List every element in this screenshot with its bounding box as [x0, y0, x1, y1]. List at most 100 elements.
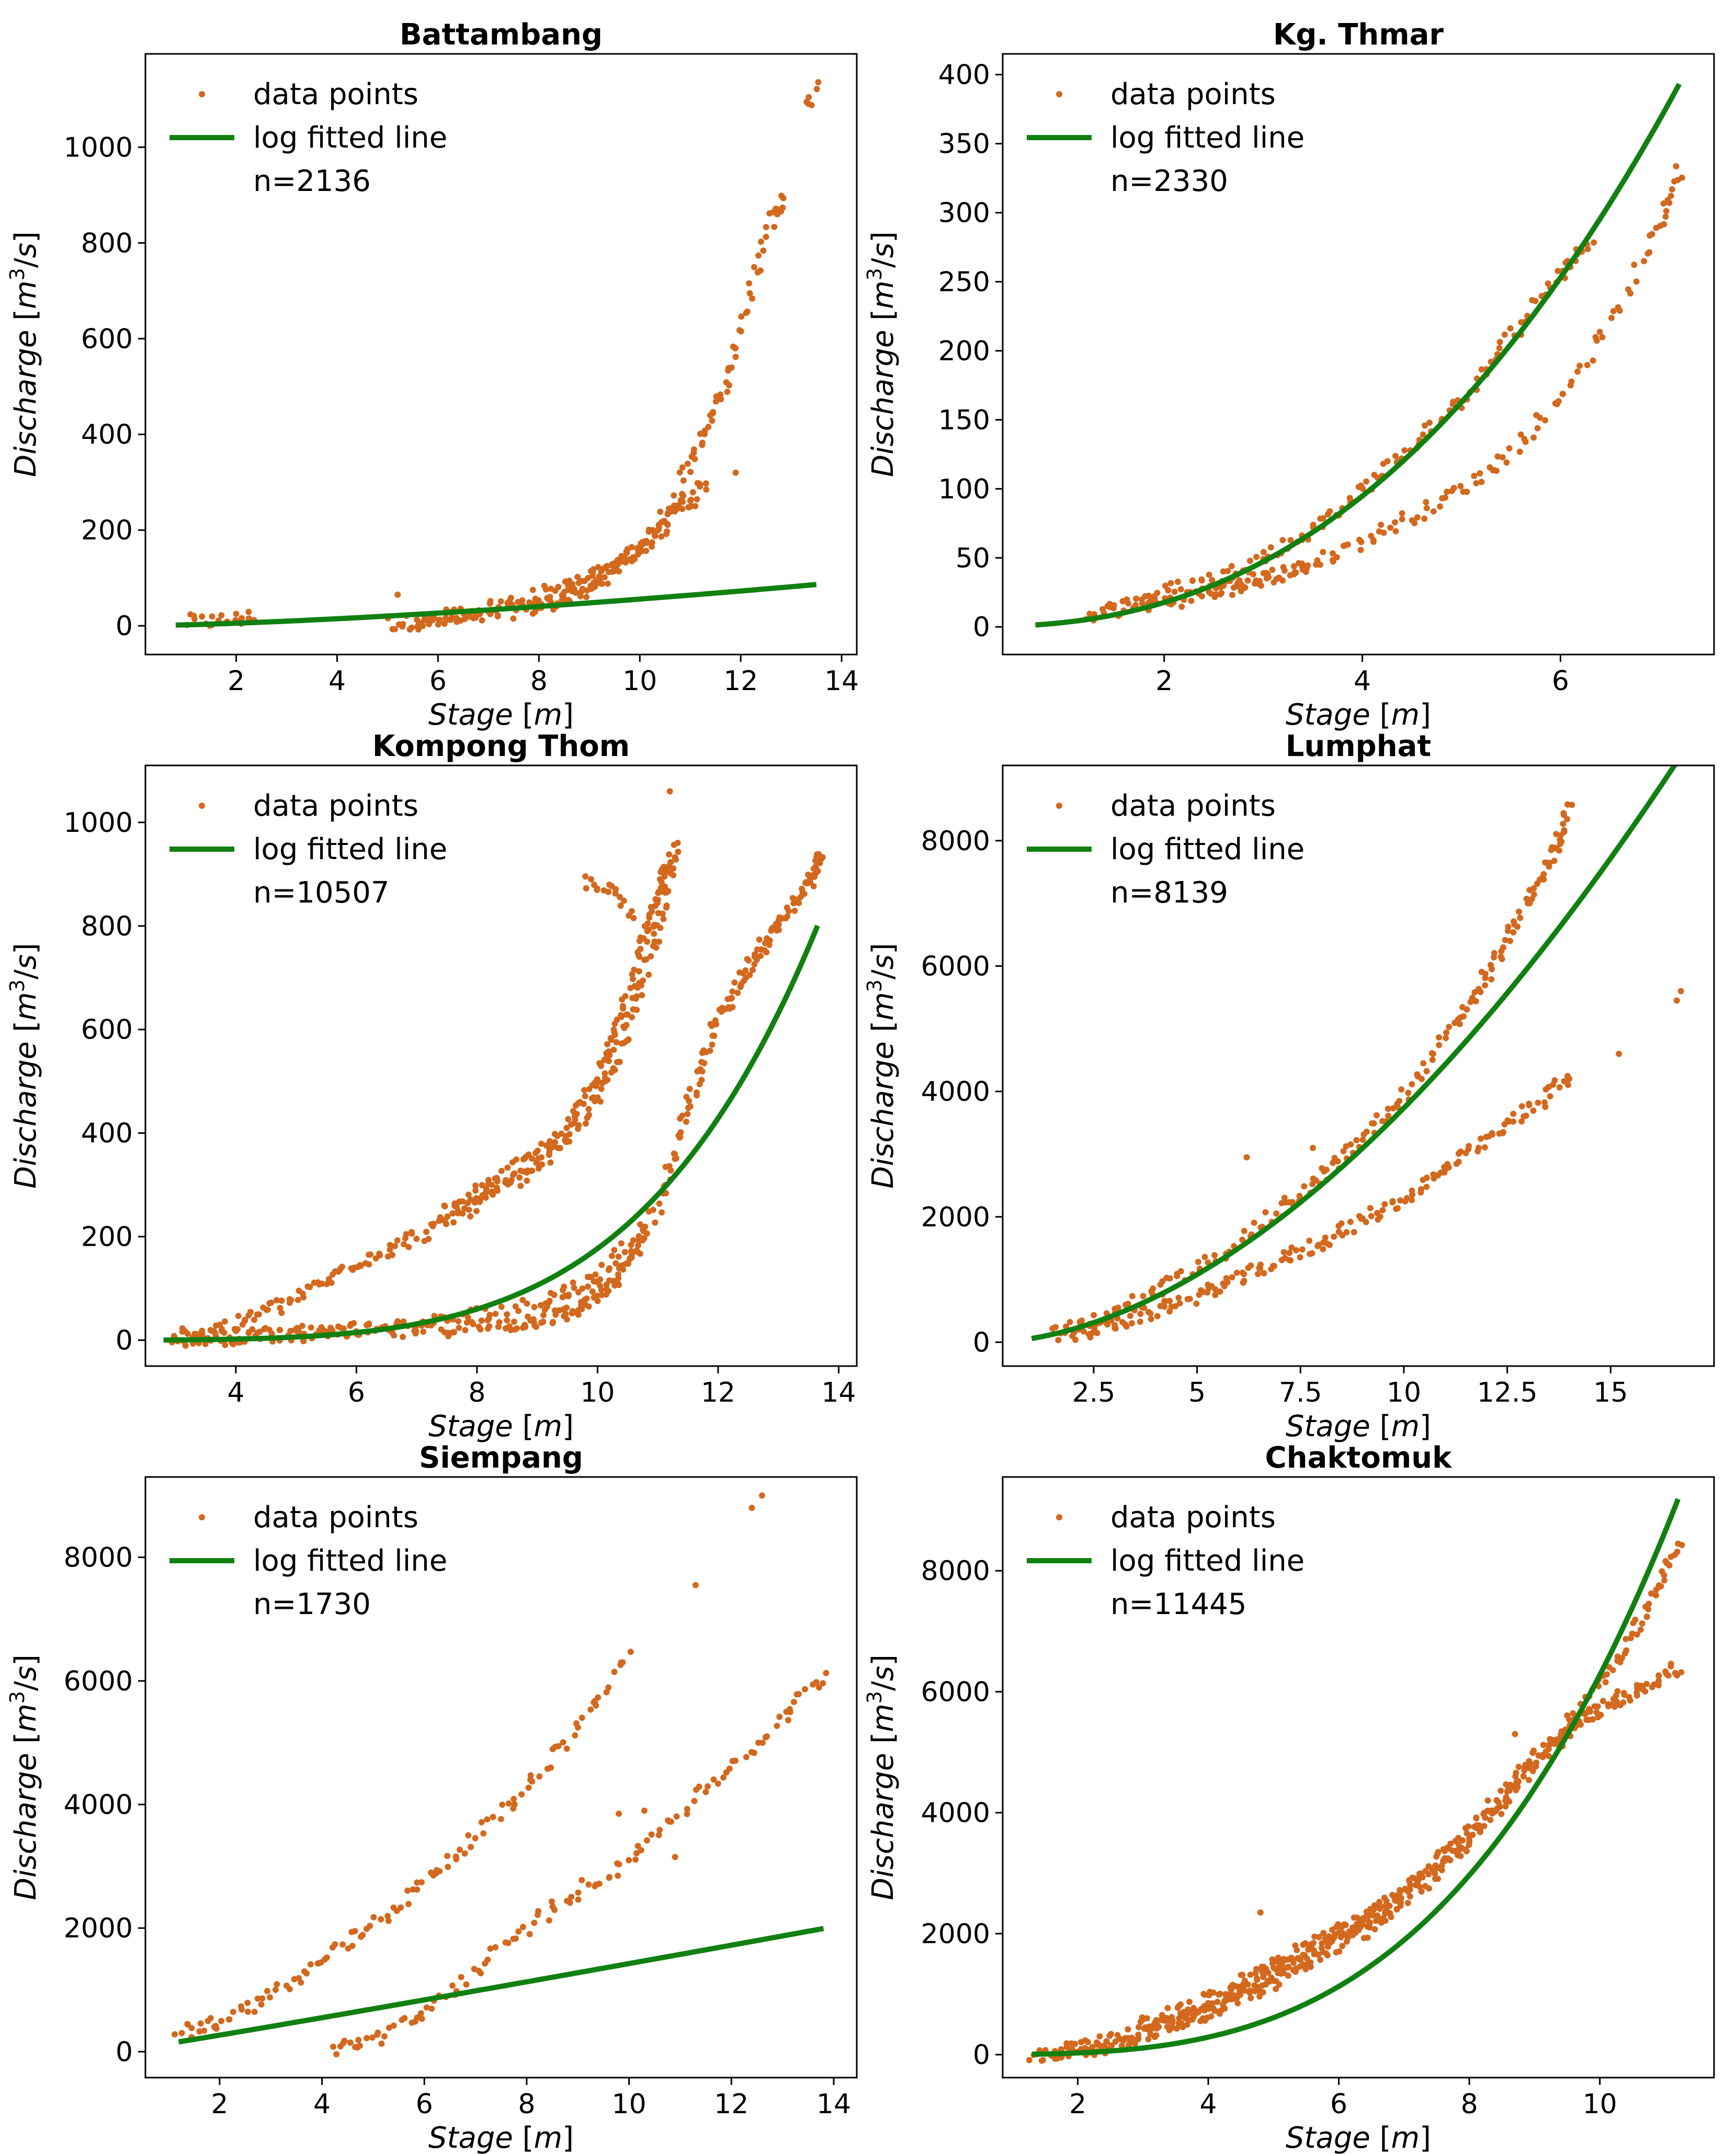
data-point: [1345, 1934, 1352, 1941]
data-point: [1672, 1670, 1678, 1676]
data-point: [1129, 1320, 1136, 1327]
y-tick-label: 150: [938, 404, 990, 436]
data-point: [563, 1304, 570, 1311]
data-point: [1273, 1986, 1279, 1992]
data-point: [1457, 1846, 1463, 1853]
data-point: [1536, 1752, 1542, 1759]
data-point: [672, 854, 678, 861]
x-axis-label-close: ]: [562, 2121, 574, 2154]
data-point: [1359, 1136, 1366, 1143]
plot-frame: [1002, 764, 1715, 1367]
data-point: [574, 1724, 581, 1731]
data-point: [699, 439, 706, 446]
data-point: [1303, 565, 1310, 572]
log-fitted-line: [1031, 765, 1678, 1341]
data-point: [751, 264, 757, 270]
data-point: [672, 1854, 678, 1860]
data-point: [423, 2004, 430, 2011]
data-point: [298, 1979, 304, 1986]
y-tick-label: 1000: [64, 132, 133, 163]
data-point: [813, 1679, 820, 1686]
data-point: [1323, 1166, 1330, 1173]
data-point: [492, 1311, 499, 1317]
data-point: [604, 562, 610, 569]
data-point: [1489, 1130, 1495, 1136]
data-point: [1561, 1078, 1568, 1085]
data-point: [1491, 950, 1497, 956]
data-point: [709, 1032, 716, 1039]
data-point: [1432, 1870, 1438, 1877]
data-point: [521, 1322, 528, 1328]
x-tick-label: 6: [429, 666, 447, 697]
data-point: [620, 1262, 627, 1269]
y-tick-label: 350: [938, 129, 990, 160]
x-axis-label-unit: [: [1370, 698, 1391, 732]
data-point: [526, 1931, 533, 1937]
data-point: [632, 1856, 639, 1863]
data-point: [697, 1066, 704, 1073]
data-point: [617, 903, 624, 909]
data-point: [1590, 357, 1596, 364]
data-point: [212, 1322, 219, 1329]
x-tick-label: 14: [821, 1377, 856, 1408]
data-point: [779, 205, 786, 211]
data-point: [753, 956, 760, 963]
data-point: [1537, 414, 1544, 421]
data-point: [546, 1917, 552, 1924]
data-point: [551, 1907, 558, 1913]
data-point: [731, 979, 738, 986]
data-point: [355, 2037, 362, 2044]
data-point: [385, 2024, 392, 2031]
data-point: [689, 489, 696, 495]
data-point: [218, 612, 225, 619]
data-point: [611, 1067, 618, 1074]
data-point: [1512, 1773, 1519, 1780]
data-point: [686, 1098, 693, 1104]
plot-frame: [144, 764, 858, 1367]
data-point: [704, 1783, 711, 1790]
y-axis-label-part: s: [866, 1666, 900, 1681]
data-point: [513, 1156, 520, 1163]
x-axis-label-unit: [: [1370, 1409, 1391, 1443]
data-point: [254, 1311, 260, 1318]
data-point: [645, 926, 652, 933]
data-point: [1189, 578, 1196, 584]
data-point: [1482, 1814, 1489, 1821]
data-point: [1522, 438, 1529, 445]
data-point: [641, 1807, 648, 1814]
data-point: [634, 1843, 641, 1849]
data-point: [1444, 488, 1450, 495]
data-point: [1200, 1991, 1207, 1998]
data-point: [1512, 1731, 1518, 1738]
data-point: [1535, 1099, 1541, 1106]
data-point: [740, 970, 746, 977]
x-axis-label: Stage [m]: [428, 1409, 574, 1443]
data-point: [1465, 1146, 1472, 1153]
data-point: [498, 1303, 505, 1310]
data-point: [1530, 1747, 1537, 1754]
data-point: [505, 1800, 512, 1807]
data-point: [679, 491, 686, 498]
data-point: [1184, 1296, 1191, 1303]
data-point: [529, 1778, 536, 1785]
data-point: [1477, 989, 1484, 996]
data-point: [1649, 231, 1655, 238]
data-point: [467, 1213, 474, 1220]
data-point: [1472, 998, 1479, 1005]
data-point: [1426, 419, 1433, 426]
data-point: [1167, 580, 1174, 587]
data-point: [1154, 1313, 1161, 1320]
data-point: [1513, 1787, 1519, 1794]
data-point: [1530, 885, 1537, 892]
legend-points-label: data points: [253, 789, 418, 823]
data-point: [1568, 378, 1575, 385]
data-point: [575, 1889, 582, 1896]
x-axis-label: Stage [m]: [1286, 2121, 1431, 2154]
data-point: [657, 884, 664, 891]
y-axis-label-part: s: [866, 243, 900, 258]
data-point: [1560, 820, 1567, 827]
data-point: [505, 1939, 512, 1946]
data-point: [582, 1093, 588, 1100]
y-axis-label: Discharge [m3/s]: [6, 943, 43, 1189]
data-point: [1496, 345, 1503, 352]
